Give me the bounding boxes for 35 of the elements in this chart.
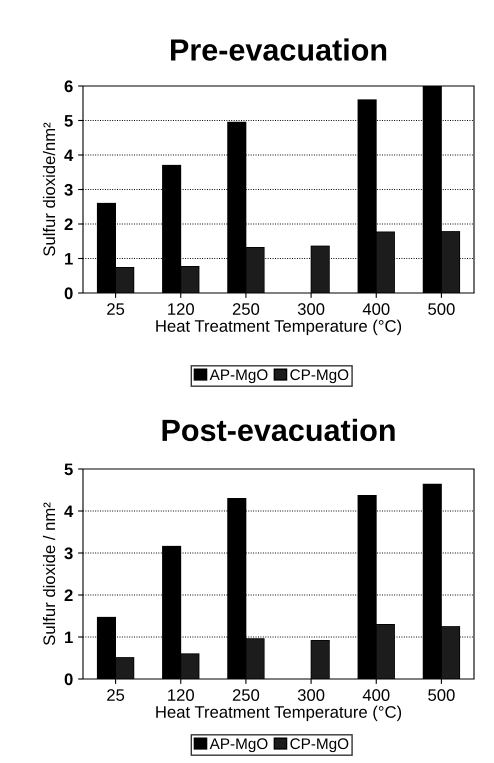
y-tick-label: 0 <box>64 673 73 686</box>
y-tick-label: 3 <box>64 184 73 196</box>
y-tick-label: 3 <box>64 547 73 560</box>
x-tick-label: 250 <box>232 689 260 701</box>
legend-label: CP-MgO <box>290 738 348 752</box>
y-tick-label: 4 <box>64 150 74 162</box>
x-tick-label: 500 <box>428 303 455 315</box>
legend-label: CP-MgO <box>290 369 348 384</box>
y-tick-label: 2 <box>64 589 73 602</box>
x-tick-label: 400 <box>362 689 390 701</box>
y-axis-title: Sulfur dioxide/nm² <box>42 122 56 256</box>
x-tick-label: 25 <box>107 689 124 701</box>
x-tick-label: 300 <box>298 689 324 701</box>
y-axis-title: Sulfur dioxide / nm² <box>42 502 56 646</box>
legend-label: AP-MgO <box>210 369 268 384</box>
y-tick-label: 5 <box>64 464 73 476</box>
x-tick-label: 120 <box>168 689 194 701</box>
y-tick-label: 2 <box>64 218 73 230</box>
y-tick-label: 5 <box>64 115 73 127</box>
y-tick-label: 0 <box>64 287 73 300</box>
x-axis-title: Heat Treatment Temperature (°C) <box>156 320 402 336</box>
y-tick-label: 4 <box>64 506 74 518</box>
x-tick-label: 500 <box>428 689 455 701</box>
chart-title: Pre-evacuation <box>171 38 386 61</box>
x-tick-label: 25 <box>107 303 124 315</box>
chart-title: Post-evacuation <box>162 418 395 442</box>
y-tick-label: 6 <box>64 80 73 92</box>
y-tick-label: 1 <box>65 632 73 644</box>
y-tick-label: 1 <box>65 253 73 265</box>
legend-label: AP-MgO <box>210 738 268 752</box>
x-tick-label: 250 <box>232 303 260 315</box>
x-tick-label: 300 <box>298 303 324 315</box>
x-tick-label: 400 <box>362 303 390 315</box>
x-tick-label: 120 <box>168 303 194 315</box>
x-axis-title: Heat Treatment Temperature (°C) <box>156 706 402 722</box>
